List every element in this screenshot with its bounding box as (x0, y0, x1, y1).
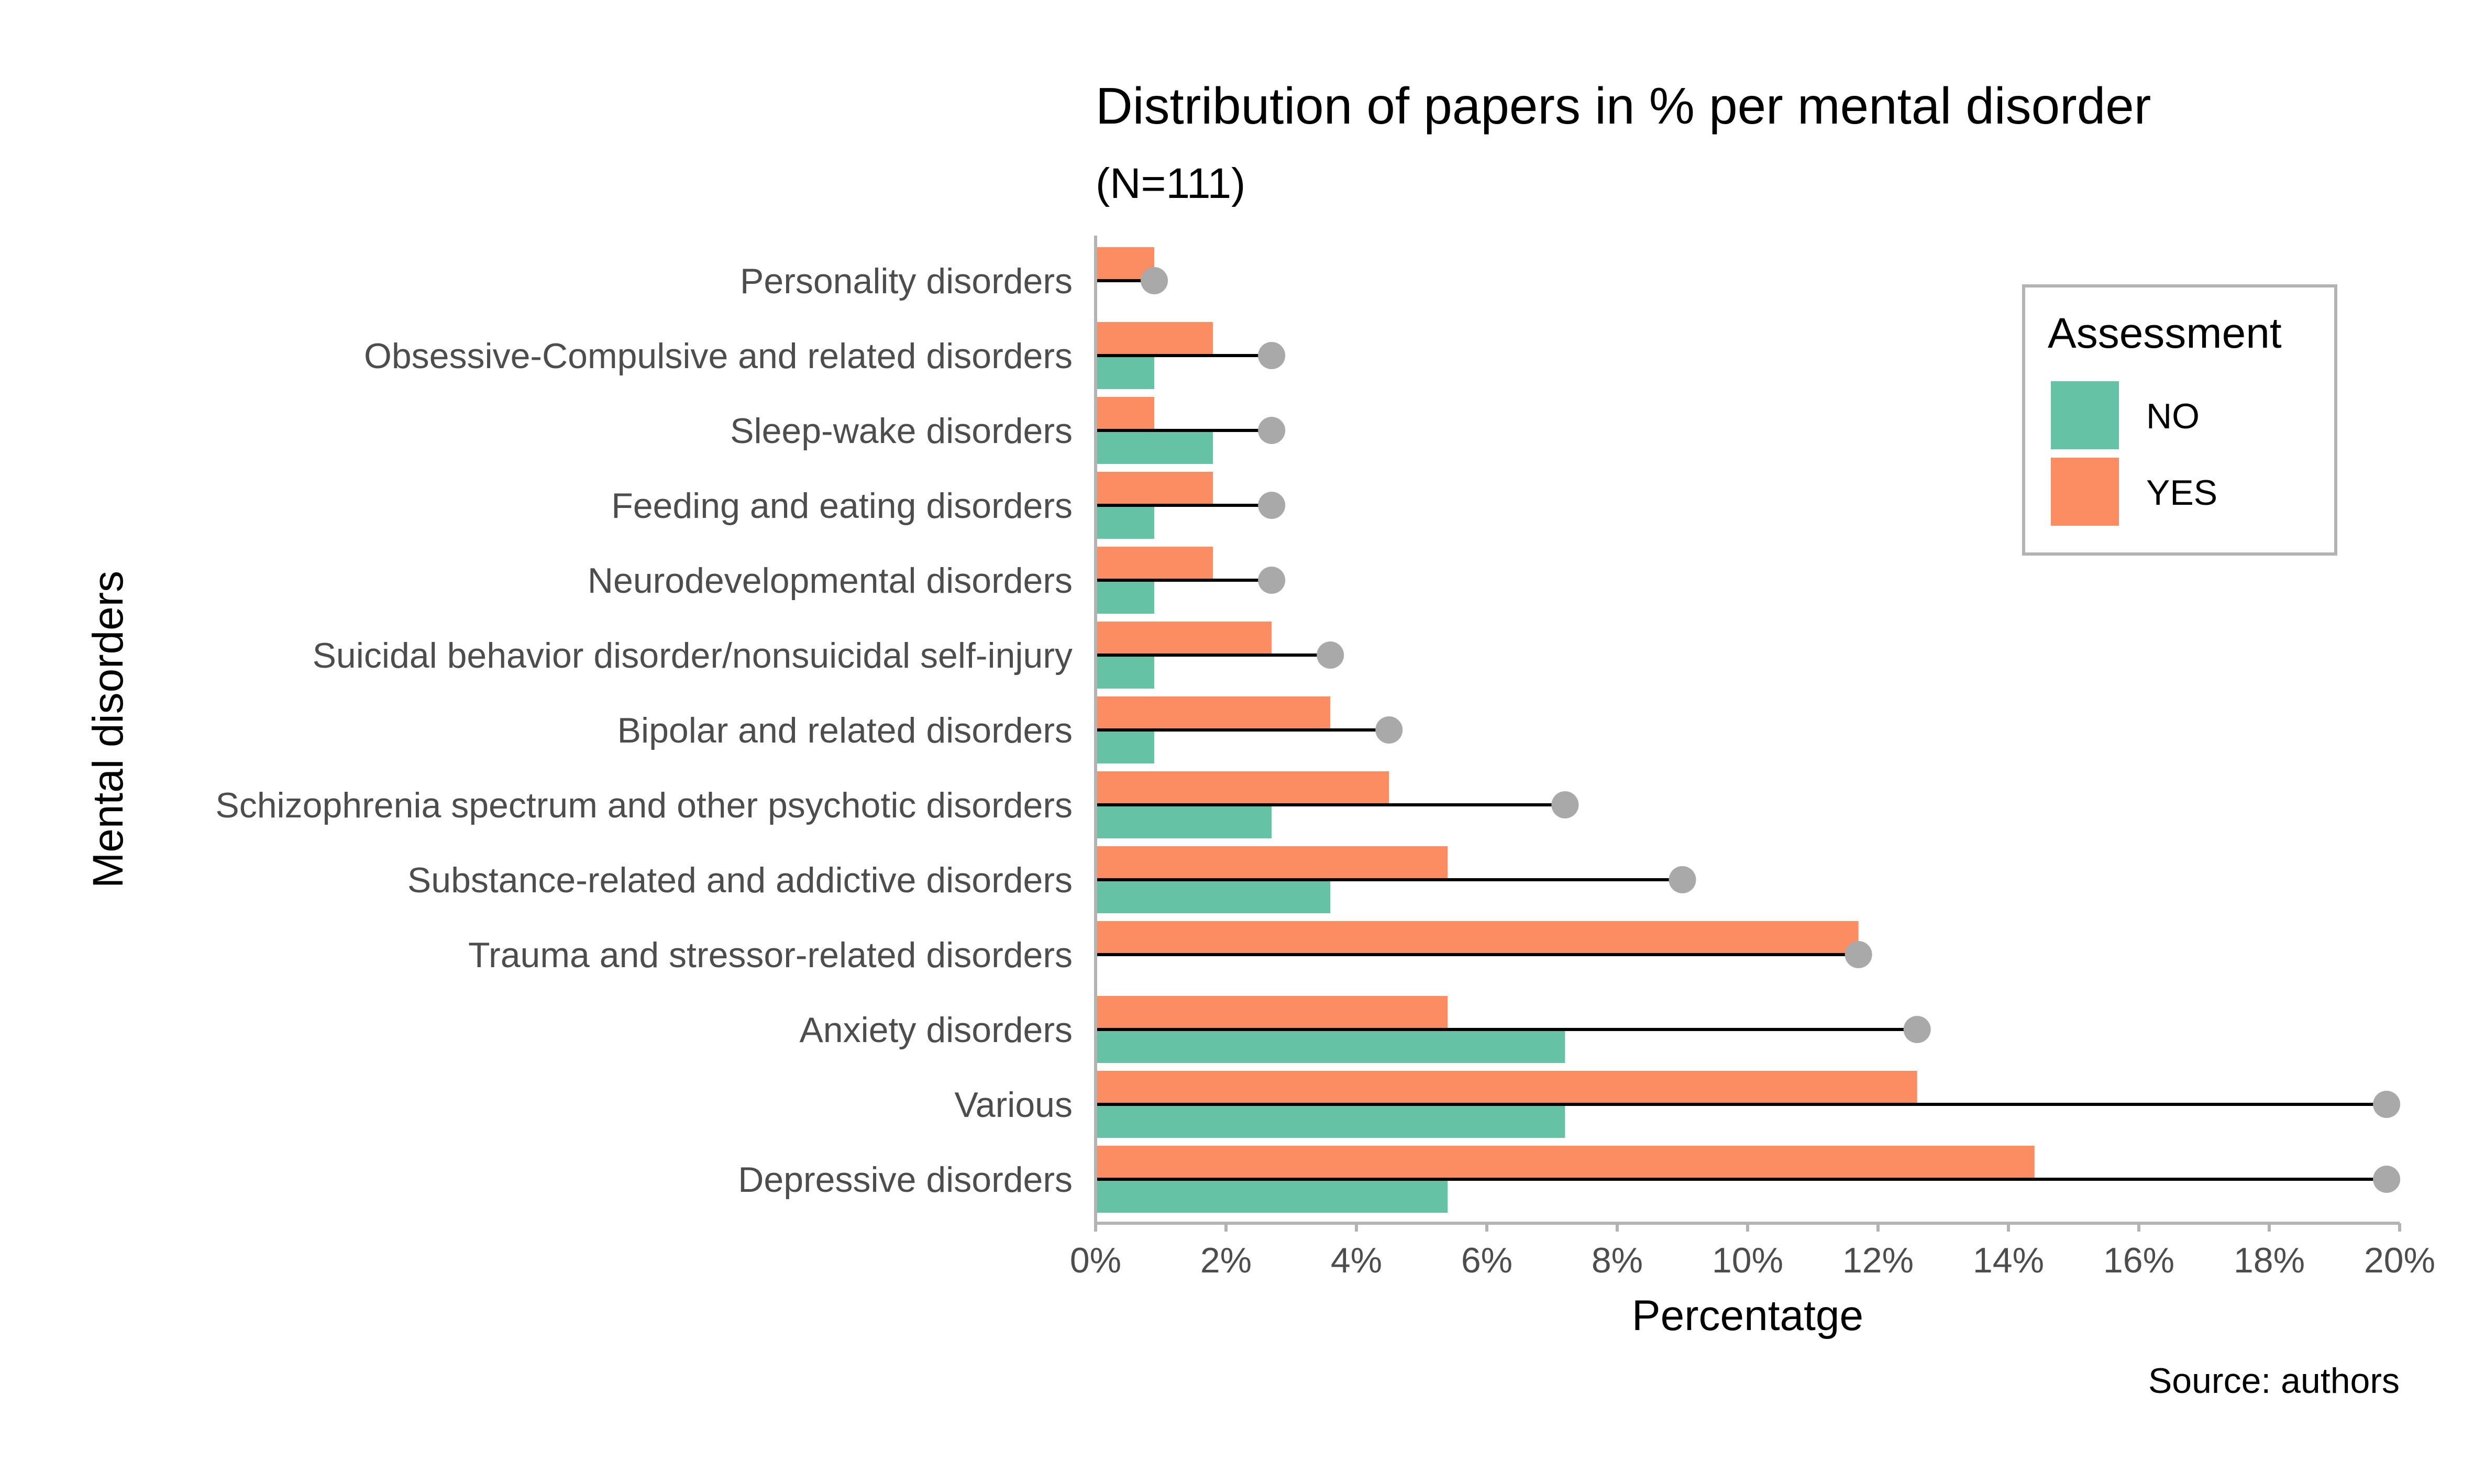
total-point (1669, 866, 1696, 893)
x-tick-label: 2% (1200, 1241, 1252, 1280)
category-label: Trauma and stressor-related disorders (468, 935, 1073, 975)
x-tick-label: 14% (1973, 1241, 2044, 1280)
bar-no (1096, 1104, 1565, 1138)
total-point (2373, 1166, 2401, 1193)
bar-yes (1096, 1146, 2035, 1179)
bar-no (1096, 430, 1213, 464)
legend-swatch-no (2051, 381, 2119, 449)
total-point (1845, 941, 1872, 968)
bar-no (1096, 655, 1155, 689)
legend: Assessment NO YES (2022, 284, 2337, 556)
category-label: Depressive disorders (738, 1160, 1073, 1200)
category-label: Suicidal behavior disorder/nonsuicidal s… (313, 636, 1073, 675)
bar-no (1096, 1029, 1565, 1063)
total-point (1375, 716, 1403, 744)
bar-no (1096, 356, 1155, 389)
x-axis-title: Percentatge (1632, 1292, 1863, 1339)
bar-no (1096, 580, 1155, 614)
total-point (1258, 417, 1286, 444)
category-label: Neurodevelopmental disorders (588, 561, 1073, 601)
x-tick-label: 6% (1461, 1241, 1512, 1280)
bar-yes (1096, 996, 1448, 1029)
legend-label-yes: YES (2146, 473, 2217, 513)
bar-yes (1096, 771, 1389, 805)
total-point (2373, 1091, 2401, 1118)
y-axis-title: Mental disorders (84, 571, 132, 888)
category-label: Sleep-wake disorders (730, 411, 1073, 451)
x-tick-label: 18% (2234, 1241, 2305, 1280)
legend-swatch-yes (2051, 458, 2119, 526)
category-label: Various (954, 1085, 1073, 1125)
x-axis-ticks: 0% 2% 4% 6% 8% 10% 12% 14% 16% 18% 20% (1070, 1223, 2435, 1280)
bar-yes (1096, 846, 1448, 880)
x-tick-label: 8% (1592, 1241, 1643, 1280)
legend-title: Assessment (2048, 309, 2282, 357)
bar-yes (1096, 547, 1213, 580)
x-tick-label: 16% (2103, 1241, 2174, 1280)
bar-yes (1096, 322, 1213, 356)
bar-no (1096, 805, 1272, 838)
category-label: Feeding and eating disorders (611, 486, 1073, 526)
bar-yes (1096, 397, 1155, 430)
category-label: Anxiety disorders (799, 1010, 1073, 1050)
x-tick-label: 20% (2364, 1241, 2435, 1280)
chart-title: Distribution of papers in % per mental d… (1096, 77, 2151, 135)
bar-no (1096, 880, 1331, 913)
total-point (1258, 567, 1286, 594)
total-point (1258, 492, 1286, 519)
bar-yes (1096, 696, 1331, 730)
category-label: Obsessive-Compulsive and related disorde… (364, 336, 1073, 376)
category-labels: Personality disorders Obsessive-Compulsiv… (215, 261, 1073, 1200)
bar-yes (1096, 1071, 1917, 1104)
bar-yes (1096, 472, 1213, 505)
category-label: Bipolar and related disorders (617, 711, 1073, 750)
total-point (1903, 1016, 1931, 1043)
bar-yes (1096, 921, 1859, 955)
bar-yes (1096, 622, 1272, 655)
total-point (1141, 267, 1168, 294)
chart-subtitle: (N=111) (1096, 160, 1245, 207)
total-point (1551, 791, 1579, 818)
x-tick-label: 0% (1070, 1241, 1121, 1280)
total-point (1317, 641, 1344, 669)
category-label: Substance-related and addictive disorder… (407, 860, 1073, 900)
x-tick-label: 12% (1842, 1241, 1914, 1280)
bar-no (1096, 730, 1155, 763)
legend-label-no: NO (2146, 396, 2200, 436)
x-tick-label: 10% (1712, 1241, 1783, 1280)
chart-caption: Source: authors (2148, 1361, 2400, 1401)
bar-no (1096, 505, 1155, 539)
plot-area (1096, 247, 2401, 1213)
x-tick-label: 4% (1331, 1241, 1382, 1280)
category-label: Schizophrenia spectrum and other psychot… (215, 785, 1073, 825)
category-label: Personality disorders (740, 261, 1073, 301)
total-point (1258, 342, 1286, 369)
bar-no (1096, 1179, 1448, 1213)
